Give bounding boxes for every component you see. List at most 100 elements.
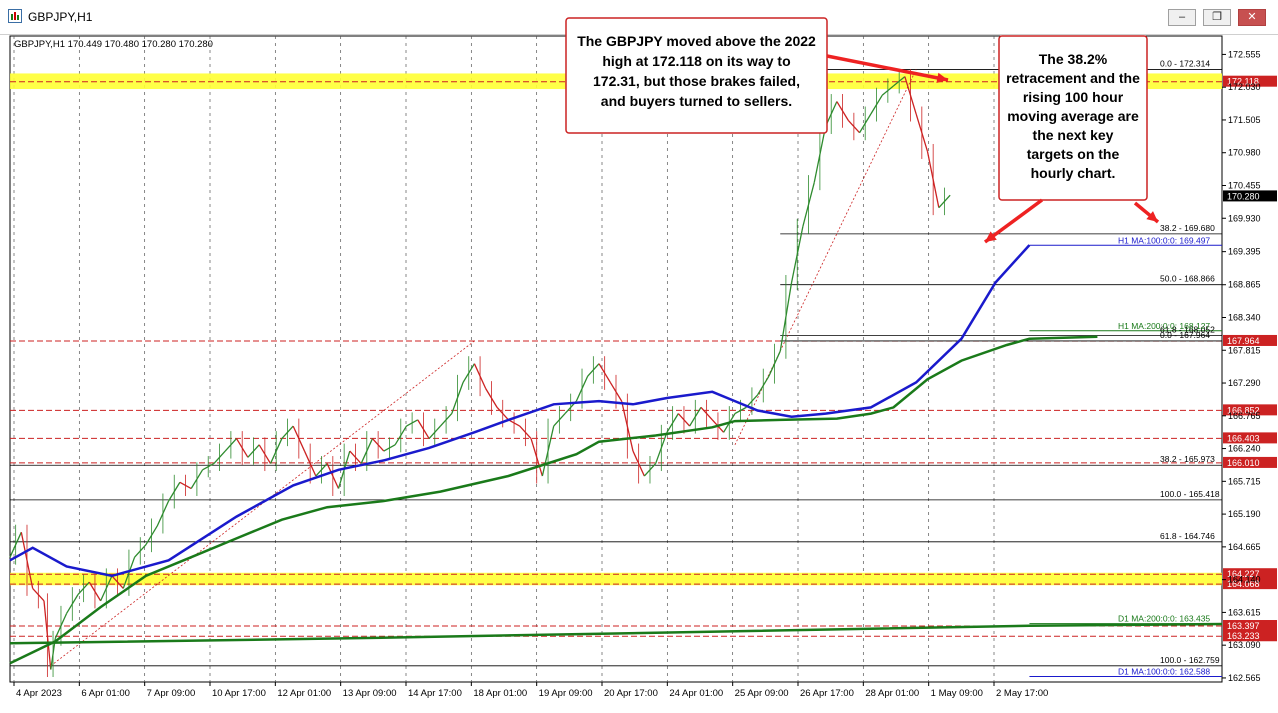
callout-next-targets-text: moving average are bbox=[1007, 108, 1139, 124]
fib-level-label: 50.0 - 168.866 bbox=[1160, 274, 1215, 284]
callout-next-targets-text: The 38.2% bbox=[1039, 51, 1108, 67]
callout-next-targets-text: the next key bbox=[1033, 127, 1114, 143]
y-tick-label: 167.815 bbox=[1228, 345, 1261, 355]
y-tick-label: 164.140 bbox=[1228, 575, 1261, 585]
x-tick-label: 10 Apr 17:00 bbox=[212, 688, 266, 699]
fib-trendline bbox=[50, 340, 475, 667]
arrow-to-high bbox=[826, 54, 949, 82]
y-tick-label: 164.665 bbox=[1228, 542, 1261, 552]
x-tick-label: 19 Apr 09:00 bbox=[539, 688, 593, 699]
x-tick-label: 14 Apr 17:00 bbox=[408, 688, 462, 699]
callout-gbpjpy-high-text: 172.31, but those brakes failed, bbox=[593, 73, 800, 89]
red-level-label: 166.010 bbox=[1227, 458, 1260, 468]
ma-level-label: H1 MA:200:0:0: 168.127 bbox=[1118, 321, 1210, 331]
x-tick-label: 24 Apr 01:00 bbox=[669, 688, 723, 699]
fib-level-label: 100.0 - 162.759 bbox=[1160, 655, 1220, 665]
arrow-to-ma-head bbox=[985, 231, 997, 242]
y-tick-label: 170.455 bbox=[1228, 180, 1261, 190]
y-tick-label: 165.715 bbox=[1228, 476, 1261, 486]
arrow-to-fib-head bbox=[1146, 211, 1158, 222]
ma-level-label: D1 MA:200:0:0: 163.435 bbox=[1118, 614, 1210, 624]
red-level-box bbox=[1223, 432, 1277, 444]
y-tick-label: 170.980 bbox=[1228, 148, 1261, 158]
ma-level-label: D1 MA:100:0:0: 162.588 bbox=[1118, 667, 1210, 677]
x-tick-label: 2 May 17:00 bbox=[996, 688, 1048, 699]
callout-gbpjpy-high-text: high at 172.118 on its way to bbox=[602, 53, 790, 69]
y-tick-label: 163.090 bbox=[1228, 640, 1261, 650]
red-level-box bbox=[1223, 620, 1277, 632]
arrow-to-ma bbox=[983, 198, 1044, 244]
moving-average-line bbox=[9, 622, 1223, 645]
red-level-label: 163.233 bbox=[1227, 631, 1260, 641]
x-tick-label: 7 Apr 09:00 bbox=[147, 688, 196, 699]
red-level-label: 166.403 bbox=[1227, 433, 1260, 443]
fib-level-label: 0.0 - 167.964 bbox=[1160, 330, 1210, 340]
x-tick-label: 28 Apr 01:00 bbox=[865, 688, 919, 699]
ma-level-label: H1 MA:100:0:0: 169.497 bbox=[1118, 235, 1210, 245]
fib-level-label: 38.2 - 169.680 bbox=[1160, 223, 1215, 233]
fib-level-label: 61.8 - 164.746 bbox=[1160, 531, 1215, 541]
ohlc-header: GBPJPY,H1 170.449 170.480 170.280 170.28… bbox=[14, 39, 213, 50]
chart-app-icon bbox=[8, 9, 22, 23]
y-tick-label: 168.340 bbox=[1228, 312, 1261, 322]
fib-level-label: 38.2 - 165.973 bbox=[1160, 454, 1215, 464]
last-price-label: 170.280 bbox=[1227, 191, 1260, 201]
red-level-label: 164.068 bbox=[1227, 579, 1260, 589]
fib-level-label: 100.0 - 165.418 bbox=[1160, 489, 1220, 499]
red-level-box bbox=[1223, 404, 1277, 416]
last-price-box bbox=[1223, 190, 1277, 202]
red-level-label: 166.852 bbox=[1227, 405, 1260, 415]
y-tick-label: 172.030 bbox=[1228, 82, 1261, 92]
x-tick-label: 1 May 09:00 bbox=[931, 688, 983, 699]
y-tick-label: 167.290 bbox=[1228, 378, 1261, 388]
close-button[interactable]: ✕ bbox=[1238, 9, 1266, 26]
y-tick-label: 172.555 bbox=[1228, 49, 1261, 59]
callout-gbpjpy-high-text: and buyers turned to sellers. bbox=[601, 93, 792, 109]
red-level-label: 172.118 bbox=[1227, 77, 1259, 87]
minimize-button[interactable]: – bbox=[1168, 9, 1196, 26]
callout-gbpjpy-high-text: The GBPJPY moved above the 2022 bbox=[577, 33, 816, 49]
callout-gbpjpy-high-box bbox=[565, 17, 828, 134]
callout-next-targets-text: rising 100 hour bbox=[1023, 89, 1124, 105]
y-tick-label: 166.765 bbox=[1228, 411, 1261, 421]
red-level-box bbox=[1223, 334, 1277, 346]
arrow-to-high-head bbox=[936, 72, 948, 84]
y-tick-label: 162.565 bbox=[1228, 673, 1261, 683]
x-tick-label: 4 Apr 2023 bbox=[16, 688, 62, 699]
window-title: GBPJPY,H1 bbox=[28, 10, 93, 24]
y-tick-label: 169.930 bbox=[1228, 213, 1261, 223]
red-level-box bbox=[1223, 456, 1277, 468]
x-tick-label: 25 Apr 09:00 bbox=[735, 688, 789, 699]
fib-level-label: 0.0 - 172.314 bbox=[1160, 58, 1210, 68]
moving-average-line bbox=[9, 335, 1098, 665]
fib-level-label: 61.8 - 168.052 bbox=[1160, 324, 1215, 334]
support-zone bbox=[10, 572, 1222, 586]
moving-average-line bbox=[9, 244, 1031, 578]
red-level-box bbox=[1223, 630, 1277, 642]
red-level-box bbox=[1223, 75, 1277, 87]
callout-next-targets-text: hourly chart. bbox=[1031, 165, 1116, 181]
maximize-button[interactable]: ❐ bbox=[1203, 9, 1231, 26]
red-level-box bbox=[1223, 568, 1277, 580]
x-tick-label: 12 Apr 01:00 bbox=[277, 688, 331, 699]
x-tick-label: 26 Apr 17:00 bbox=[800, 688, 854, 699]
y-tick-label: 163.615 bbox=[1228, 607, 1261, 617]
y-tick-label: 168.865 bbox=[1228, 280, 1261, 290]
red-level-box bbox=[1223, 578, 1277, 590]
red-level-label: 167.964 bbox=[1227, 336, 1260, 346]
red-level-label: 163.397 bbox=[1227, 621, 1260, 631]
red-level-label: 164.227 bbox=[1227, 569, 1260, 579]
y-tick-label: 171.505 bbox=[1228, 115, 1261, 125]
y-tick-label: 165.190 bbox=[1228, 509, 1261, 519]
x-tick-label: 18 Apr 01:00 bbox=[473, 688, 527, 699]
y-tick-label: 166.240 bbox=[1228, 444, 1261, 454]
x-tick-label: 13 Apr 09:00 bbox=[343, 688, 397, 699]
x-tick-label: 20 Apr 17:00 bbox=[604, 688, 658, 699]
callout-next-targets-box bbox=[998, 35, 1148, 201]
y-tick-label: 169.395 bbox=[1228, 247, 1261, 257]
callout-next-targets-text: targets on the bbox=[1027, 146, 1120, 162]
x-tick-label: 6 Apr 01:00 bbox=[81, 688, 130, 699]
callout-next-targets-text: retracement and the bbox=[1006, 70, 1140, 86]
